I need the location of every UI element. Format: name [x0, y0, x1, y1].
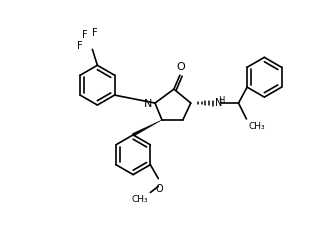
Text: N: N — [144, 99, 152, 109]
Text: F: F — [82, 30, 87, 40]
Text: F: F — [92, 28, 97, 38]
Text: N: N — [215, 98, 222, 108]
Text: H: H — [219, 95, 225, 104]
Text: CH₃: CH₃ — [248, 122, 265, 130]
Polygon shape — [133, 120, 162, 137]
Text: O: O — [155, 183, 163, 193]
Text: F: F — [77, 41, 83, 51]
Text: CH₃: CH₃ — [132, 195, 149, 204]
Text: O: O — [176, 62, 185, 72]
